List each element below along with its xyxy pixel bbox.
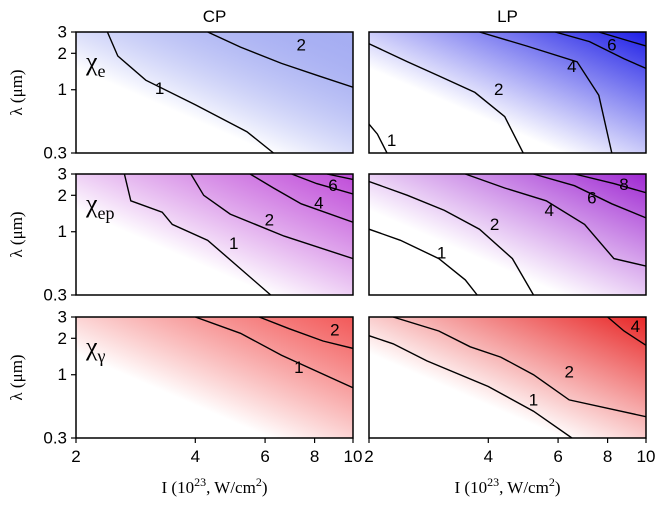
contour-line-1 xyxy=(123,174,272,295)
panel-color-field xyxy=(76,317,353,438)
panel-color-field xyxy=(369,174,646,295)
contour-line-6 xyxy=(555,32,646,70)
contour-line-2 xyxy=(369,180,535,295)
contour-line-1 xyxy=(195,317,353,389)
y-tick-label: 1 xyxy=(58,365,67,384)
panel-label-subscript: ep xyxy=(98,203,115,223)
contour-line-1 xyxy=(106,32,274,153)
contour-line-2 xyxy=(190,174,353,260)
contour-label-6: 6 xyxy=(587,189,596,208)
contour-line-2 xyxy=(392,317,646,418)
y-tick-label: 0.3 xyxy=(43,429,67,448)
y-tick-label: 3 xyxy=(58,165,67,184)
contour-line-1 xyxy=(369,335,573,438)
x-tick-label: 2 xyxy=(71,447,80,466)
panel-label-subscript: e xyxy=(98,61,106,81)
contour-label-8: 8 xyxy=(619,175,628,194)
y-tick-label: 2 xyxy=(58,186,67,205)
contour-label-1: 1 xyxy=(294,358,303,377)
contour-label-1: 1 xyxy=(229,234,238,253)
contour-label-1: 1 xyxy=(437,243,446,262)
x-tick-label: 10 xyxy=(637,447,656,466)
y-tick-label: 2 xyxy=(58,44,67,63)
contour-label-6: 6 xyxy=(607,35,616,54)
contour-label-1: 1 xyxy=(155,79,164,98)
x-tick-label: 4 xyxy=(484,447,493,466)
panel-frame xyxy=(75,31,354,154)
panel-label-subscript: γ xyxy=(97,346,106,366)
y-axis-title: λ (μm) xyxy=(7,211,26,257)
panel-frame xyxy=(368,31,647,154)
contour-label-6: 6 xyxy=(328,176,337,195)
contour-line-2 xyxy=(369,43,524,153)
y-tick-label: 0.3 xyxy=(43,144,67,163)
contour-label-2: 2 xyxy=(330,320,339,339)
column-title: CP xyxy=(203,7,227,26)
contour-line-4 xyxy=(479,32,613,153)
x-tick-label: 10 xyxy=(344,447,363,466)
y-tick-label: 1 xyxy=(58,80,67,99)
x-tick-label: 8 xyxy=(603,447,612,466)
contour-line-8 xyxy=(326,174,353,181)
contour-line-6 xyxy=(291,174,353,195)
contour-line-1 xyxy=(369,123,388,153)
contour-label-1: 1 xyxy=(387,131,396,150)
x-axis-title: I (1023, W/cm2) xyxy=(455,475,561,497)
y-tick-label: 0.3 xyxy=(43,286,67,305)
panel-color-field xyxy=(369,32,646,153)
contour-label-1: 1 xyxy=(529,390,538,409)
panel-frame xyxy=(368,173,647,296)
contour-line-4 xyxy=(249,174,353,223)
contour-line-1 xyxy=(369,228,478,295)
contour-label-2: 2 xyxy=(564,363,573,382)
panel-3: 1 2 4 6 8 xyxy=(368,173,647,296)
contour-label-2: 2 xyxy=(490,215,499,234)
column-title: LP xyxy=(497,7,518,26)
y-tick-label: 2 xyxy=(58,329,67,348)
contour-line-4 xyxy=(607,317,646,346)
contour-line-6 xyxy=(533,174,646,219)
y-tick-label: 3 xyxy=(58,23,67,42)
x-tick-label: 6 xyxy=(553,447,562,466)
x-axis-title: I (1023, W/cm2) xyxy=(162,475,268,497)
contour-line-8 xyxy=(574,174,646,194)
panel-5: 1 2 4 2 4 6 8 10 I (1023, W/cm2) xyxy=(364,316,656,497)
contour-line-2 xyxy=(258,317,353,350)
contour-line-4 xyxy=(465,174,646,267)
contour-line-8 xyxy=(598,32,646,47)
x-tick-label: 4 xyxy=(191,447,200,466)
y-tick-label: 1 xyxy=(58,222,67,241)
contour-label-2: 2 xyxy=(494,80,503,99)
y-axis-title: λ (μm) xyxy=(7,354,26,400)
panel-1: 1 2 4 6 LP xyxy=(368,7,647,154)
contour-label-4: 4 xyxy=(314,194,323,213)
y-tick-label: 3 xyxy=(58,308,67,327)
panel-color-field xyxy=(369,317,646,438)
contour-line-2 xyxy=(207,32,353,88)
contour-label-2: 2 xyxy=(296,35,305,54)
contour-label-4: 4 xyxy=(567,57,576,76)
panel-frame xyxy=(368,316,647,439)
contour-label-4: 4 xyxy=(631,317,640,336)
y-axis-title: λ (μm) xyxy=(7,69,26,115)
panel-color-field xyxy=(76,32,353,153)
panel-color-field xyxy=(76,174,353,295)
x-tick-label: 8 xyxy=(310,447,319,466)
panel-frame xyxy=(75,316,354,439)
panel-frame xyxy=(75,173,354,296)
x-tick-label: 6 xyxy=(260,447,269,466)
contour-label-2: 2 xyxy=(265,211,274,230)
x-tick-label: 2 xyxy=(364,447,373,466)
contour-label-4: 4 xyxy=(545,201,554,220)
